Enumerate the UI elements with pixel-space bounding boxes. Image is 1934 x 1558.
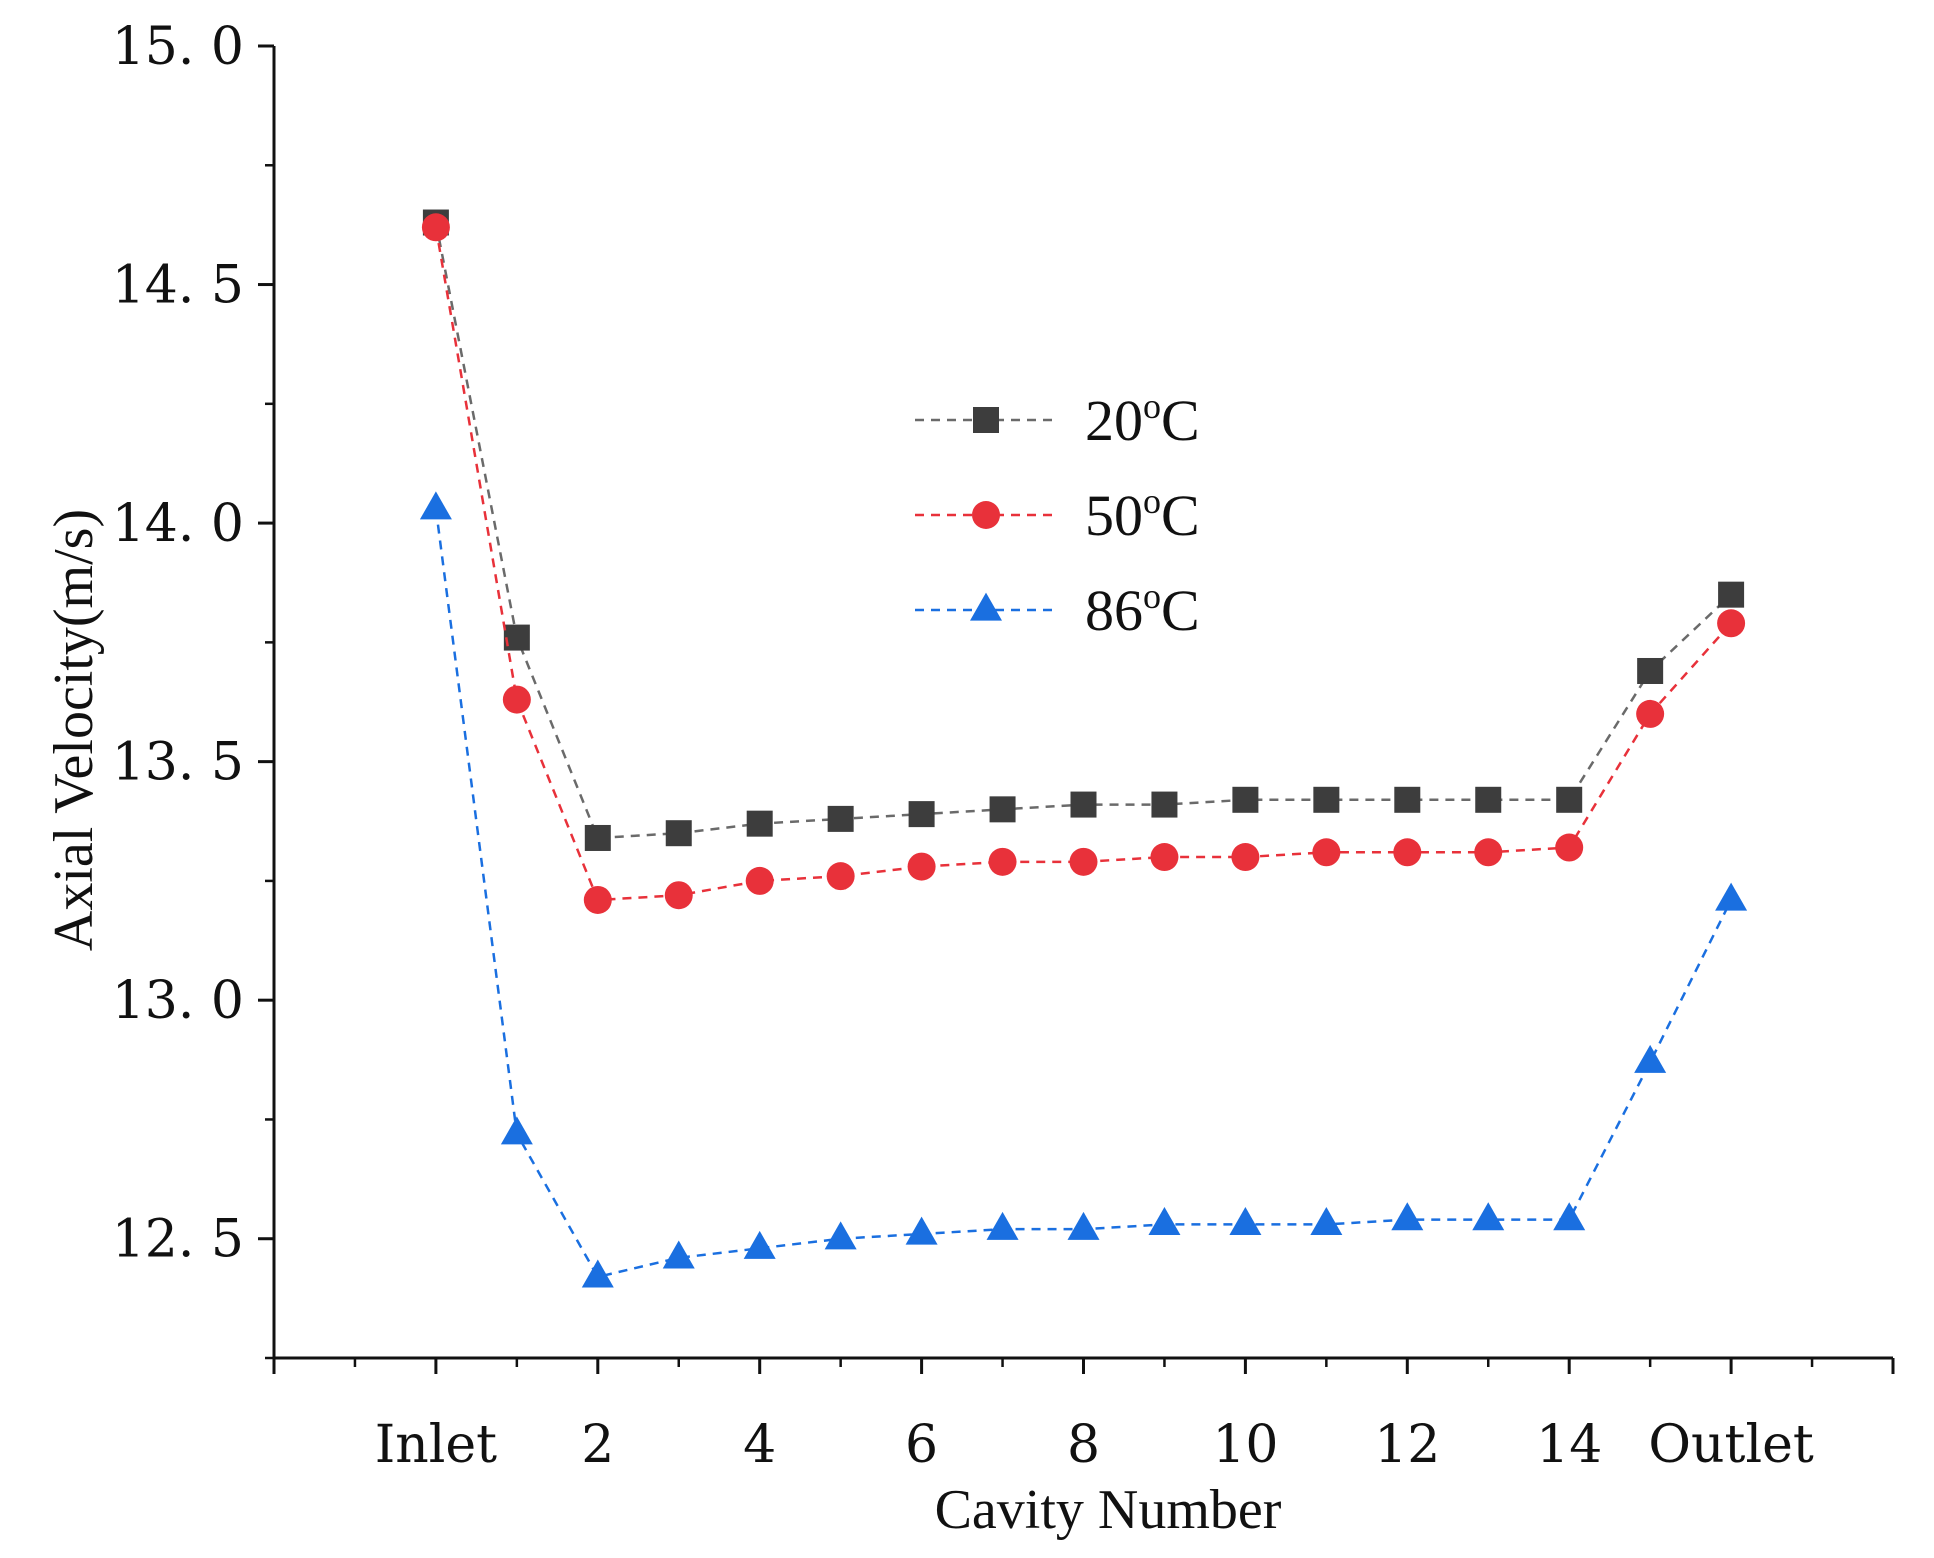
data-point	[419, 491, 452, 520]
data-point	[988, 847, 1017, 876]
data-point	[662, 1240, 695, 1269]
series-line	[434, 222, 1732, 840]
series-50C	[421, 213, 1746, 914]
y-axis-title: Axial Velocity(m/s)	[43, 509, 105, 951]
y-tick-label: 14. 5	[112, 256, 244, 316]
data-point	[908, 801, 935, 828]
data-point	[1312, 838, 1341, 867]
data-point	[1637, 657, 1664, 684]
data-point	[1634, 1044, 1667, 1073]
data-point	[986, 1211, 1019, 1240]
data-point	[581, 1259, 614, 1288]
legend-entry: 20oC	[915, 386, 1200, 453]
data-point	[1310, 1207, 1343, 1236]
data-point	[1717, 609, 1746, 638]
data-point	[583, 885, 612, 914]
x-tick-label: 12	[1374, 1415, 1440, 1475]
data-point	[1150, 843, 1179, 872]
x-tick-label: 2	[581, 1415, 614, 1475]
ticks: 12. 5 13. 0 13. 5 14. 0 14. 5 15. 0 Inlet 2 4 6 8 1…	[112, 17, 1895, 1475]
x-tick-label: 4	[743, 1415, 776, 1475]
data-point	[1394, 786, 1421, 813]
legend-entry: 50oC	[915, 481, 1200, 548]
data-point	[907, 852, 936, 881]
legend-label-value: 50	[1085, 483, 1143, 548]
y-tick-label: 14. 0	[112, 494, 244, 554]
legend-label-value: 20	[1085, 388, 1143, 453]
data-point	[502, 685, 531, 714]
x-tick-label: 6	[905, 1415, 938, 1475]
legend-label: 86oC	[1085, 576, 1200, 643]
y-tick-label: 15. 0	[112, 17, 244, 77]
x-tick-label: Inlet	[375, 1415, 497, 1475]
legend-label: 50oC	[1085, 481, 1200, 548]
data-point	[826, 862, 855, 891]
legend-label-degree: o	[1143, 481, 1161, 521]
data-point	[1070, 791, 1097, 818]
data-point	[1391, 1202, 1424, 1231]
x-tick-label: Outlet	[1648, 1415, 1813, 1475]
data-point	[1313, 786, 1340, 813]
data-point	[746, 810, 773, 837]
legend-label-value: 86	[1085, 578, 1143, 643]
series-20C	[422, 209, 1745, 851]
legend-label-unit: C	[1161, 388, 1200, 453]
data-point	[1148, 1207, 1181, 1236]
data-point	[665, 820, 692, 847]
data-point	[1555, 833, 1584, 862]
legend-marker	[973, 407, 999, 433]
data-point	[421, 213, 450, 242]
data-point	[1718, 581, 1745, 608]
legend-label-degree: o	[1143, 576, 1161, 616]
legend-label-unit: C	[1161, 578, 1200, 643]
series-86C	[419, 491, 1748, 1288]
y-tick-label: 13. 0	[112, 971, 244, 1031]
legend-label-unit: C	[1161, 483, 1200, 548]
data-point	[1067, 1211, 1100, 1240]
data-point	[824, 1221, 857, 1250]
y-tick-label: 12. 5	[112, 1210, 244, 1270]
data-point	[989, 796, 1016, 823]
data-point	[1232, 786, 1259, 813]
data-point	[1474, 838, 1503, 867]
data-point	[1472, 1202, 1505, 1231]
data-point	[664, 881, 693, 910]
series	[419, 209, 1748, 1288]
data-point	[745, 866, 774, 895]
data-point	[1229, 1207, 1262, 1236]
legend-marker	[972, 501, 1000, 529]
x-axis-title: Cavity Number	[935, 1479, 1282, 1541]
data-point	[503, 624, 530, 651]
x-tick-label: 10	[1212, 1415, 1278, 1475]
data-point	[1715, 882, 1748, 911]
x-tick-label: 8	[1067, 1415, 1100, 1475]
legend-entry: 86oC	[915, 576, 1200, 643]
x-tick-label: 14	[1536, 1415, 1602, 1475]
data-point	[1151, 791, 1178, 818]
data-point	[1069, 847, 1098, 876]
data-point	[827, 805, 854, 832]
series-line	[434, 508, 1733, 1279]
data-point	[905, 1216, 938, 1245]
data-point	[1553, 1202, 1586, 1231]
legend-label: 20oC	[1085, 386, 1200, 453]
data-point	[1556, 786, 1583, 813]
data-point	[743, 1230, 776, 1259]
y-tick-label: 13. 5	[112, 733, 244, 793]
data-point	[1475, 786, 1502, 813]
legend-label-degree: o	[1143, 386, 1161, 426]
legend-marker	[970, 592, 1002, 621]
data-point	[1393, 838, 1422, 867]
data-point	[584, 824, 611, 851]
data-point	[500, 1116, 533, 1145]
data-point	[1636, 699, 1665, 728]
data-point	[1231, 843, 1260, 872]
